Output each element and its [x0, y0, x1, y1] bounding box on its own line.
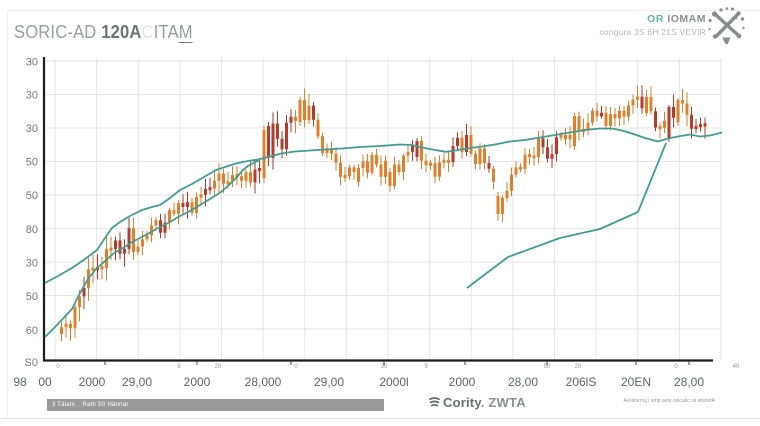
- svg-text:9: 9: [177, 364, 181, 370]
- svg-text:28,000: 28,000: [245, 375, 282, 389]
- svg-text:0: 0: [56, 364, 60, 370]
- svg-text:50: 50: [26, 190, 38, 202]
- svg-text:40: 40: [733, 364, 740, 370]
- svg-text:2000: 2000: [79, 375, 106, 389]
- svg-text:80: 80: [26, 224, 38, 236]
- svg-text:50: 50: [26, 157, 38, 169]
- svg-text:28,00: 28,00: [508, 375, 538, 389]
- svg-text:30: 30: [26, 123, 38, 135]
- svg-text:29,00: 29,00: [314, 375, 344, 389]
- svg-text:20EN: 20EN: [621, 375, 651, 389]
- svg-text:30: 30: [26, 90, 38, 102]
- svg-text:30: 30: [26, 258, 38, 270]
- svg-text:29,00: 29,00: [122, 375, 152, 389]
- svg-text:50: 50: [26, 291, 38, 303]
- svg-text:30: 30: [381, 364, 388, 370]
- svg-text:28,00: 28,00: [674, 375, 704, 389]
- svg-text:2000: 2000: [449, 375, 476, 389]
- svg-text:00: 00: [38, 375, 52, 389]
- svg-text:9: 9: [424, 364, 428, 370]
- svg-text:98: 98: [13, 375, 27, 389]
- svg-text:50: 50: [544, 364, 551, 370]
- svg-text:30: 30: [26, 57, 38, 69]
- svg-text:S0: S0: [25, 357, 38, 369]
- svg-text:60: 60: [26, 325, 38, 337]
- svg-text:206lS: 206lS: [566, 375, 597, 389]
- svg-text:0: 0: [294, 364, 298, 370]
- svg-text:2000: 2000: [184, 375, 211, 389]
- svg-text:20: 20: [575, 364, 582, 370]
- svg-text:0: 0: [674, 364, 678, 370]
- svg-text:20: 20: [215, 364, 222, 370]
- svg-text:2000l: 2000l: [379, 375, 408, 389]
